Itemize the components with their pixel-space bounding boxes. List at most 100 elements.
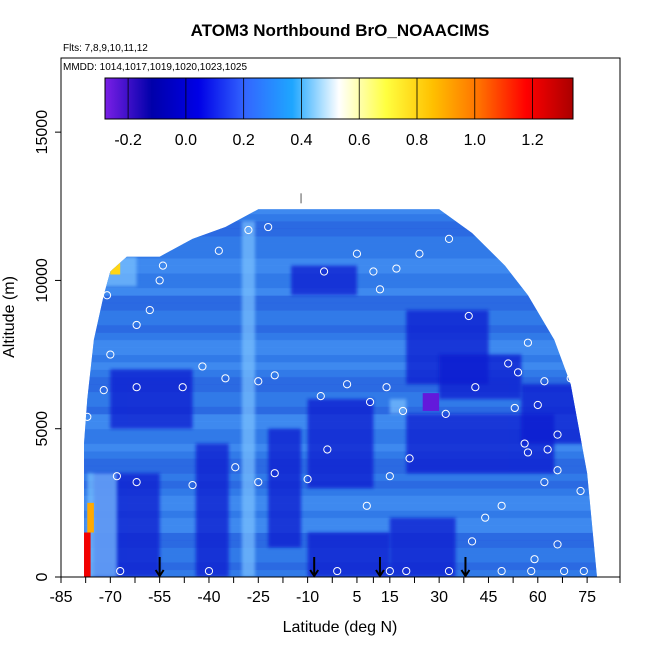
colorbar-tick-label: 0.0: [175, 132, 197, 149]
observation-point: [214, 246, 223, 255]
dark-band: [268, 428, 302, 548]
dark-band: [291, 265, 357, 296]
observation-point: [102, 291, 112, 300]
chart-title: ATOM3 Northbound BrO_NOAACIMS: [191, 21, 490, 40]
observation-point: [471, 383, 480, 392]
y-tick-label: 15000: [34, 110, 51, 155]
arrow-head: [309, 569, 320, 578]
observation-point: [264, 222, 273, 232]
observation-point: [533, 400, 542, 410]
observation-point: [132, 477, 141, 487]
surface-arrows: [154, 557, 471, 578]
value-cell: [84, 532, 91, 577]
observation-point: [576, 486, 585, 496]
curtain-stripe: [84, 243, 597, 252]
curtain-stripe: [84, 488, 597, 496]
value-cell: [87, 502, 94, 533]
observation-point: [402, 566, 411, 576]
observation-point: [231, 463, 240, 472]
curtain-stripe: [84, 376, 597, 385]
observation-point: [510, 403, 519, 413]
observation-point: [132, 320, 141, 330]
observation-point: [106, 350, 115, 359]
observation-point: [385, 472, 394, 481]
curtain-stripe: [84, 295, 597, 304]
observation-point: [319, 267, 329, 276]
curtain-stripe: [84, 361, 597, 370]
observation-point: [254, 477, 263, 487]
observation-point: [497, 566, 506, 576]
y-axis: 0 5000 10000 15000: [34, 110, 61, 581]
observation-point: [444, 566, 454, 576]
colorbar-gradient: [104, 77, 574, 120]
arrow-head: [460, 569, 471, 578]
curtain-stripe: [84, 221, 597, 230]
curtain-stripe: [84, 495, 597, 504]
x-tick-label: -85: [49, 589, 72, 606]
observation-point: [513, 368, 523, 377]
observation-point: [342, 380, 352, 389]
observation-point: [362, 501, 371, 510]
observation-point: [553, 540, 562, 549]
observation-point: [270, 371, 279, 380]
observation-point: [333, 566, 342, 576]
observation-point: [352, 249, 362, 258]
curtain-stripe: [84, 250, 597, 259]
plot-frame: [60, 57, 621, 578]
observation-point: [188, 480, 197, 490]
curtain-stripe: [84, 354, 597, 363]
curtain-stripe: [84, 324, 597, 333]
curtain-stripe: [84, 213, 597, 222]
observation-point: [132, 383, 141, 392]
curtain-stripe: [84, 317, 597, 326]
observation-point: [415, 249, 424, 258]
light-band: [241, 221, 256, 577]
observation-point: [116, 566, 125, 576]
observation-point: [560, 566, 569, 576]
observation-points: [83, 222, 588, 576]
x-axis-label: Latitude (deg N): [283, 619, 398, 636]
x-tick-label: 5: [352, 589, 361, 606]
observation-point: [405, 454, 414, 463]
colorbar: -0.2 0.0 0.2 0.4 0.6 0.8 1.0 1.2: [104, 77, 574, 149]
observation-point: [566, 374, 575, 383]
dark-band: [439, 354, 522, 400]
curtain-stripe: [84, 525, 597, 534]
observation-point: [543, 445, 552, 454]
curtain-stripe: [84, 369, 597, 378]
curtain-stripe: [84, 258, 597, 267]
observation-point: [316, 391, 325, 401]
observation-point: [441, 409, 450, 418]
observation-point: [553, 466, 562, 475]
value-cell: [110, 259, 121, 275]
observation-point: [178, 383, 187, 392]
dark-band: [307, 532, 390, 577]
observation-point: [375, 285, 385, 294]
colorbar-tick-label: 1.0: [464, 132, 486, 149]
observation-point: [530, 555, 539, 564]
observation-point: [270, 469, 279, 478]
observation-point: [398, 406, 408, 416]
dates-subtitle: MMDD: 1014,1017,1019,1020,1023,1025: [63, 62, 247, 73]
colorbar-ticks: -0.2 0.0 0.2 0.4 0.6 0.8 1.0 1.2: [114, 78, 544, 149]
observation-point: [244, 225, 253, 235]
observation-point: [198, 362, 207, 371]
observation-point: [112, 472, 122, 481]
value-cell: [422, 393, 440, 411]
x-tick-label: -25: [247, 589, 270, 606]
curtain-stripe: [84, 310, 597, 318]
colorbar-tick-label: 0.6: [348, 132, 370, 149]
curtain-stripe: [84, 347, 597, 356]
curtain-stripe: [84, 517, 597, 526]
observation-point: [155, 276, 164, 285]
observation-point: [523, 338, 533, 347]
observation-point: [385, 566, 394, 576]
observation-point: [444, 234, 454, 244]
arrow-head: [154, 569, 165, 578]
observation-point: [464, 311, 473, 321]
observation-point: [382, 383, 391, 392]
x-tick-label: -55: [148, 589, 171, 606]
curtain-stripe: [84, 235, 597, 244]
colorbar-tick-label: 0.4: [290, 132, 312, 149]
